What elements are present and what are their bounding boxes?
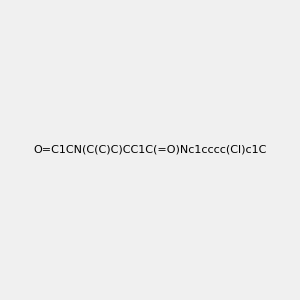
Text: O=C1CN(C(C)C)CC1C(=O)Nc1cccc(Cl)c1C: O=C1CN(C(C)C)CC1C(=O)Nc1cccc(Cl)c1C bbox=[33, 145, 267, 155]
